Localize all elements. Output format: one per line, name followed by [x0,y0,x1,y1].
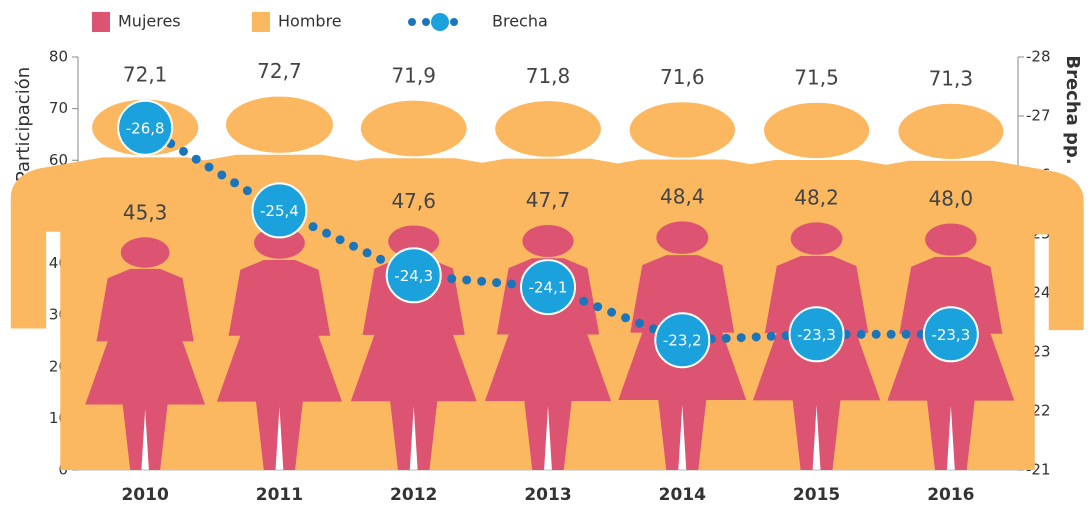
gap-label: -23,3 [931,326,970,344]
value-label: 48,2 [794,186,839,210]
x-tick-label: 2014 [659,485,706,505]
value-label: 71,6 [660,65,705,89]
woman-figure [216,227,342,470]
y2-axis-title: Brecha pp. [1062,55,1083,164]
gap-label: -25,4 [260,202,299,220]
value-label: 48,0 [929,187,974,211]
woman-figure [350,225,477,470]
gap-marker [385,247,442,304]
y2-tick-label: -28 [1026,48,1051,66]
legend-swatch [252,12,270,32]
gap-label: -23,3 [797,326,836,344]
y2-tick-label: -27 [1026,107,1051,125]
gap-marker [922,306,979,363]
value-label: 45,3 [123,201,168,225]
x-tick-label: 2015 [793,485,840,505]
gap-marker [788,306,845,363]
value-label: 71,9 [391,63,436,87]
legend-swatch [92,12,110,32]
y-tick-label: 80 [49,48,68,66]
value-label: 71,3 [929,66,974,90]
x-tick-label: 2016 [927,485,974,505]
legend-label: Mujeres [118,12,181,31]
value-label: 72,1 [123,62,168,86]
value-label: 48,4 [660,185,705,209]
gap-marker [520,259,576,316]
gap-label: -24,1 [529,279,568,297]
gap-marker [654,312,711,369]
y-tick-label: 70 [49,99,68,117]
y-tick-label: 60 [49,151,68,169]
legend-label: Hombre [278,12,342,31]
gap-label: -23,2 [663,332,702,350]
gap-marker [251,182,308,239]
value-label: 47,7 [526,188,571,212]
gap-marker [117,99,174,156]
value-label: 47,6 [391,189,436,213]
x-tick-label: 2011 [256,485,303,505]
woman-figure [484,224,612,470]
x-tick-label: 2013 [524,485,571,505]
legend-marker [431,13,449,31]
x-tick-label: 2012 [390,485,437,505]
woman-figure [85,237,206,470]
value-label: 72,7 [257,59,302,83]
value-label: 71,8 [526,64,571,88]
legend-label: Brecha [492,12,548,31]
x-tick-label: 2010 [121,485,168,505]
gap-label: -26,8 [126,119,165,137]
value-label: 71,5 [794,65,839,89]
gap-label: -24,3 [394,267,433,285]
